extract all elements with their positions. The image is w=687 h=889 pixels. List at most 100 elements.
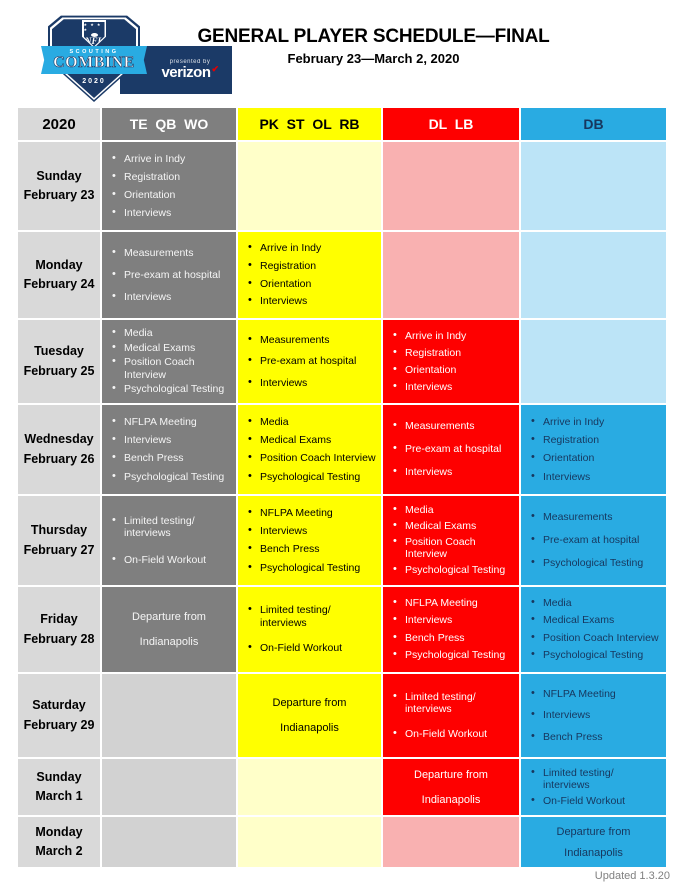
updated-note: Updated 1.3.20 — [594, 870, 670, 882]
activity-item: Medical Exams — [112, 341, 233, 355]
activity-item: Interviews — [393, 465, 516, 479]
scouting-label: SCOUTING — [69, 48, 119, 55]
activity-item: On-Field Workout — [248, 641, 378, 655]
activity-item: Medical Exams — [248, 433, 378, 447]
row-day: Tuesday — [34, 344, 84, 359]
schedule-cell-gray: NFLPA Meeting Interviews Bench Press Psycho… — [102, 405, 236, 494]
schedule-cell-red: Measurements Pre-exam at hospital Intervie… — [383, 405, 519, 494]
activity-list: Limited testing/ interviews On-Field Work… — [383, 674, 519, 757]
activity-item: Psychological Testing — [393, 563, 516, 577]
schedule-cell-gray: Limited testing/ interviews On-Field Work… — [102, 496, 236, 585]
activity-list: MediaMedical ExamsPosition Coach Intervi… — [521, 587, 666, 672]
activity-item: Arrive in Indy — [112, 152, 233, 166]
schedule-cell-yellow: Media Medical Exams Position Coach Intervi… — [238, 405, 381, 494]
logo-year-label: 2020 — [82, 78, 106, 85]
activity-item: Limited testing/ interviews — [248, 603, 378, 629]
combine-banner: SCOUTING COMBINE — [41, 46, 147, 74]
schedule-table: 2020 TE QB WO PK ST OL RB DL LB DB Sunday Febr… — [18, 108, 670, 867]
activity-item: On-Field Workout — [531, 794, 663, 808]
activity-item: Pre-exam at hospital — [248, 354, 378, 368]
verizon-wordmark: verizon✔ — [161, 63, 219, 82]
row-date: February 26 — [23, 451, 95, 466]
activity-list: NFLPA Meeting Interviews Bench Press Psycho… — [383, 587, 519, 672]
activity-item: Orientation — [248, 277, 378, 291]
column-header-blue: DB — [521, 108, 666, 140]
schedule-cell-yellow: Measurements Pre-exam at hospital Intervie… — [238, 320, 381, 403]
schedule-cell-yellow: Limited testing/ interviews On-Field Work… — [238, 587, 381, 672]
schedule-cell-gray: Measurements Pre-exam at hospital Intervie… — [102, 232, 236, 318]
row-date: February 24 — [23, 277, 95, 291]
schedule-cell-blue — [521, 142, 666, 230]
activity-list: MediaMedical ExamsPosition Coach Intervi… — [102, 320, 236, 403]
schedule-cell-blue: Media Medical Exams Position Coach Intervi… — [521, 587, 666, 672]
activity-item: Interviews — [531, 708, 663, 722]
schedule-cell-gray: Arrive in Indy Registration Orientation Int… — [102, 142, 236, 230]
activity-list: Measurements Pre-exam at hospital Psycholo… — [521, 496, 666, 585]
activity-item: Registration — [112, 170, 233, 184]
presented-by-label: presented by — [169, 58, 211, 65]
activity-item: Limited testing/ interviews — [531, 766, 663, 792]
activity-item: Pre-exam at hospital — [531, 533, 663, 547]
activity-item: Bench Press — [393, 631, 516, 645]
activity-list: Arrive in Indy Registration Orientation Int… — [102, 142, 236, 230]
activity-item: Interviews — [248, 294, 378, 308]
activity-list: MediaMedical ExamsPosition Coach Intervi… — [383, 496, 519, 585]
row-date-label: Wednesday February 26 — [18, 405, 100, 494]
row-day: Saturday — [32, 698, 86, 713]
activity-item: Measurements — [248, 333, 378, 347]
schedule-cell-yellow: Arrive in Indy Registration Orientation Int… — [238, 232, 381, 318]
row-day: Sunday — [36, 769, 82, 784]
schedule-cell-gray — [102, 759, 236, 815]
activity-item: Measurements — [393, 419, 516, 433]
activity-list: Measurements Pre-exam at hospital Intervie… — [238, 320, 381, 403]
schedule-cell-blue: NFLPA Meeting Interviews Bench Press — [521, 674, 666, 757]
activity-item: Limited testing/ interviews — [112, 514, 233, 540]
activity-item: Interviews — [531, 470, 663, 484]
row-date-label: Monday February 24 — [18, 232, 100, 318]
activity-item: Media — [248, 415, 378, 429]
activity-item: NFLPA Meeting — [531, 687, 663, 701]
departure-line: Departure from — [132, 611, 206, 623]
schedule-cell-red: Media Medical Exams Position Coach Intervi… — [383, 496, 519, 585]
verizon-check-icon: ✔ — [211, 63, 219, 74]
departure-line: Indianapolis — [280, 722, 339, 734]
schedule-cell-blue: Limited testing/ interviews On-Field Work… — [521, 759, 666, 815]
departure-line: Departure from — [272, 697, 347, 709]
departure-line: Departure from — [414, 768, 488, 781]
schedule-cell-blue: Departure from Indianapolis — [521, 817, 666, 867]
activity-list: Limited testing/ interviews On-Field Work… — [521, 759, 666, 815]
row-date-label: Tuesday February 25 — [18, 320, 100, 403]
departure-line: Indianapolis — [139, 636, 199, 648]
activity-item: Interviews — [112, 433, 233, 447]
departure-line: Indianapolis — [564, 846, 623, 859]
football-icon — [90, 32, 98, 37]
column-header-gray: TE QB WO — [102, 108, 236, 140]
row-date: February 28 — [23, 631, 95, 646]
schedule-cell-yellow — [238, 817, 381, 867]
activity-list: Measurements Pre-exam at hospital Intervie… — [102, 232, 236, 318]
row-date-label: Saturday February 29 — [18, 674, 100, 757]
activity-item: Psychological Testing — [248, 561, 378, 575]
row-date-label: Monday March 2 — [18, 817, 100, 867]
activity-item: Interviews — [393, 380, 516, 394]
schedule-cell-blue: Arrive in Indy Registration Orientation Int… — [521, 405, 666, 494]
schedule-cell-red: Departure from Indianapolis — [383, 759, 519, 815]
activity-item: Media — [531, 596, 663, 610]
combine-logo: presented by verizon✔ ★ ★ ★ ★ NFL SCOUTI… — [41, 12, 238, 104]
page-header: presented by verizon✔ ★ ★ ★ ★ NFL SCOUTI… — [0, 0, 687, 106]
activity-list: NFLPA Meeting Interviews Bench Press Psycho… — [102, 405, 236, 494]
row-date: February 25 — [23, 363, 95, 378]
activity-list: NFLPA Meeting Interviews Bench Press Psycho… — [238, 496, 381, 585]
activity-item: Orientation — [531, 451, 663, 465]
activity-item: NFLPA Meeting — [248, 506, 378, 520]
activity-item: Orientation — [393, 363, 516, 377]
row-day: Friday — [40, 612, 78, 627]
activity-item: Psychological Testing — [112, 470, 233, 484]
row-date-label: Thursday February 27 — [18, 496, 100, 585]
row-date: February 29 — [23, 717, 95, 732]
schedule-cell-blue: Measurements Pre-exam at hospital Psycholo… — [521, 496, 666, 585]
schedule-cell-gray: Departure from Indianapolis — [102, 587, 236, 672]
activity-item: Pre-exam at hospital — [112, 268, 233, 282]
departure-line: Indianapolis — [421, 793, 481, 806]
activity-list: Arrive in Indy Registration Orientation Int… — [383, 320, 519, 403]
